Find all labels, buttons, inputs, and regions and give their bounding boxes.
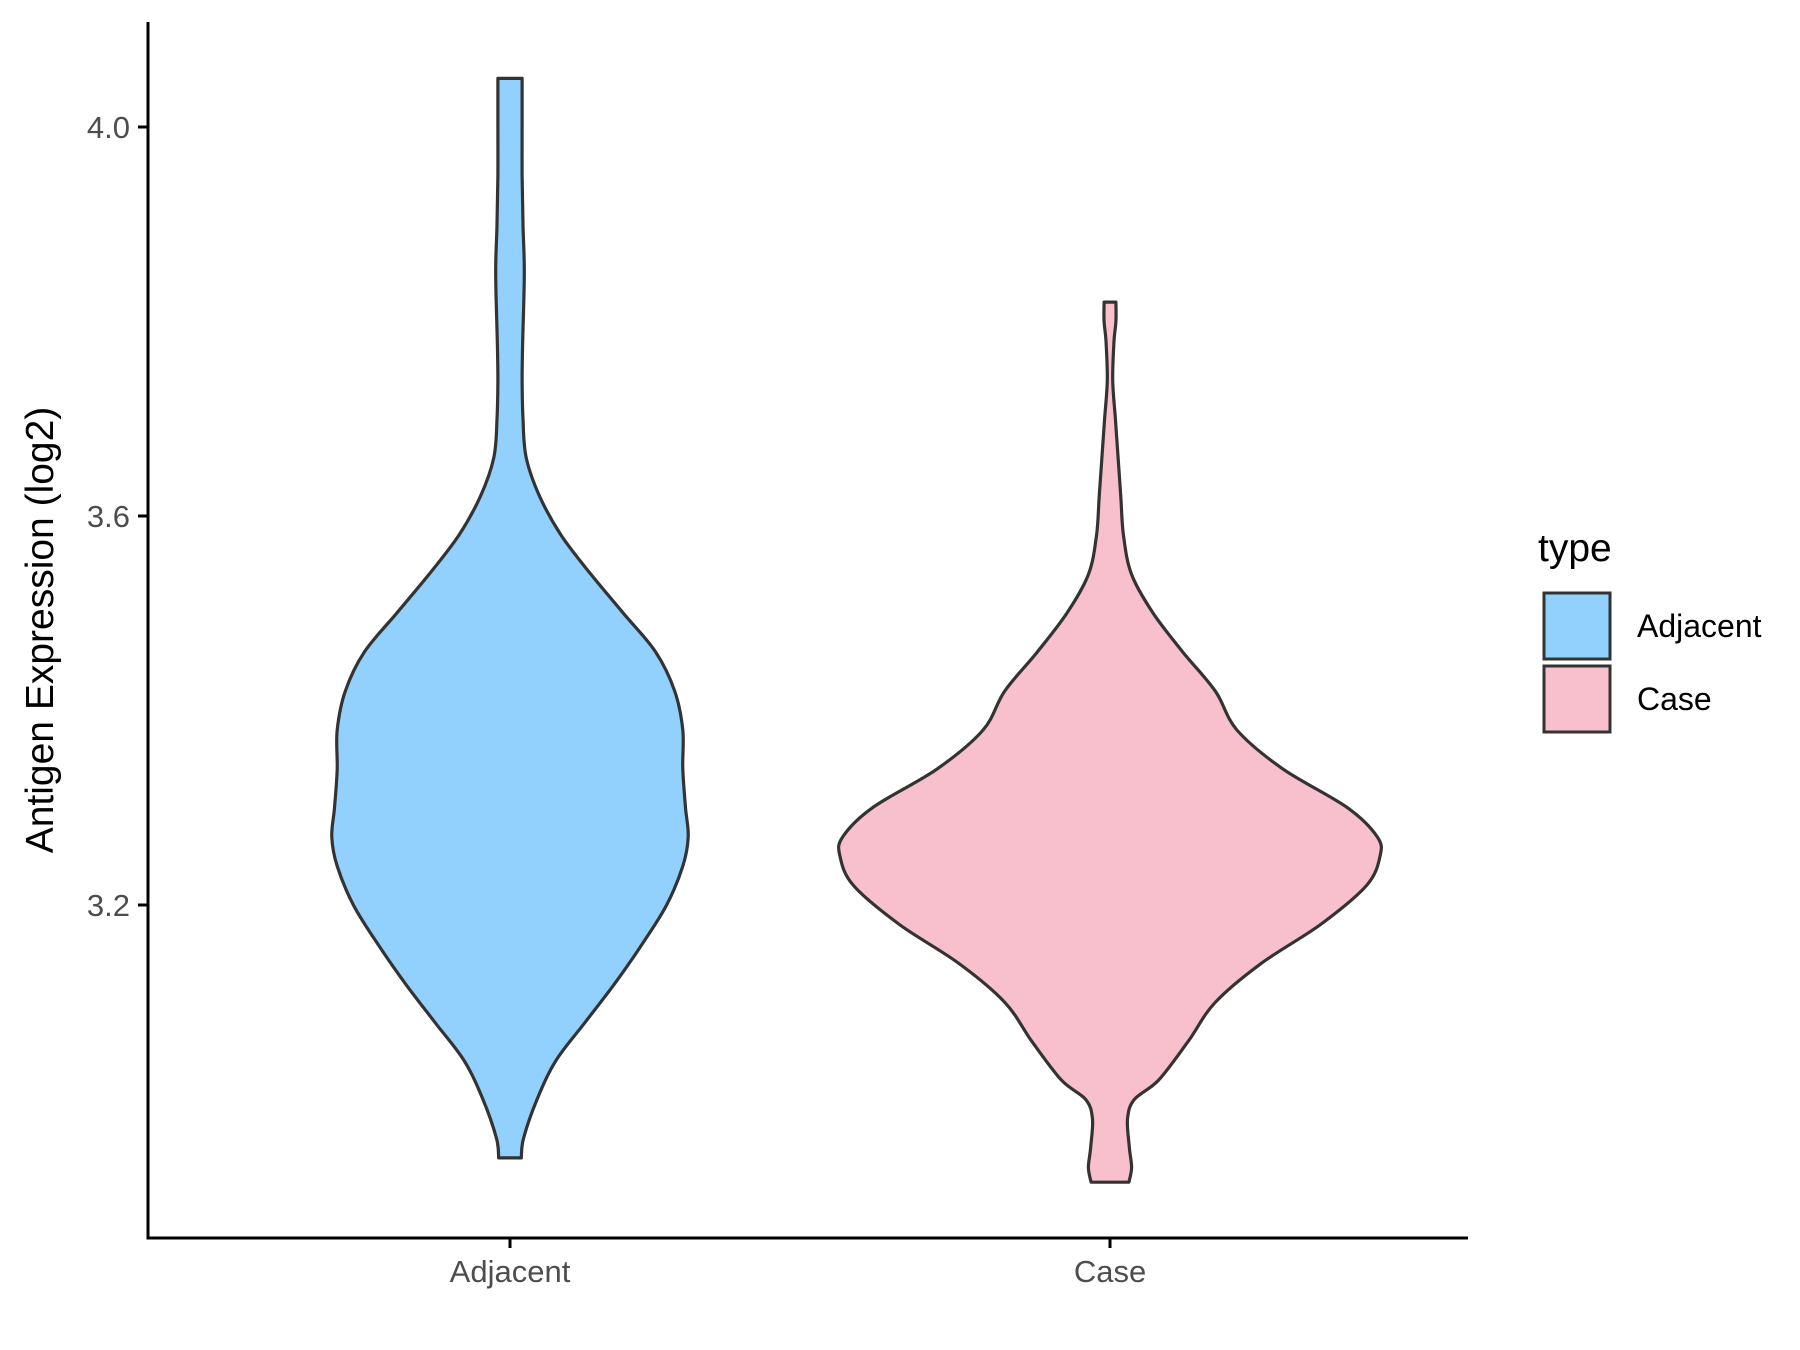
plot-area	[330, 76, 1383, 1184]
legend-key-case	[1542, 664, 1612, 734]
legend-title: type	[1538, 527, 1612, 570]
y-axis-title: Antigen Expression (log2)	[19, 407, 62, 854]
legend-key-adjacent	[1542, 591, 1612, 661]
legend-label-case: Case	[1637, 681, 1712, 717]
y-tick-label: 4.0	[87, 110, 130, 145]
legend-label-adjacent: Adjacent	[1637, 608, 1762, 644]
y-tick-label: 3.2	[87, 888, 130, 923]
x-tick-label: Case	[1074, 1254, 1146, 1289]
y-tick-label: 3.6	[87, 499, 130, 534]
violin-case	[837, 300, 1383, 1184]
violin-adjacent	[330, 76, 690, 1160]
axes: 3.2 3.6 4.0 Adjacent Case	[87, 22, 1468, 1289]
x-tick-label: Adjacent	[450, 1254, 571, 1289]
legend: type Adjacent Case	[1538, 527, 1762, 734]
